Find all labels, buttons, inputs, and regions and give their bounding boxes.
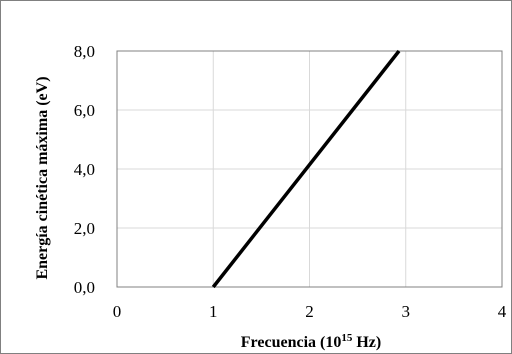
plot-area-frame	[116, 50, 503, 288]
x-tick-label: 0	[113, 302, 122, 321]
y-axis-title: Energía cinética máxima (eV)	[34, 76, 51, 279]
y-tick-labels: 0,0 2,0 4,0 6,0 8,0	[74, 42, 95, 297]
x-tick-label: 1	[209, 302, 218, 321]
y-tick-label: 2,0	[74, 219, 95, 238]
x-tick-label: 2	[305, 302, 314, 321]
x-axis-title: Frecuencia (1015 Hz)	[241, 332, 381, 351]
y-tick-label: 6,0	[74, 101, 95, 120]
y-tick-label: 0,0	[74, 278, 95, 297]
y-tick-label: 8,0	[74, 42, 95, 61]
x-tick-label: 3	[402, 302, 411, 321]
x-axis-title-end: Hz)	[352, 334, 381, 351]
series-line	[211, 49, 401, 289]
series-layer	[211, 49, 401, 289]
x-axis-title-superscript: 15	[341, 332, 353, 344]
x-tick-labels: 0 1 2 3 4	[113, 302, 507, 321]
y-tick-label: 4,0	[74, 160, 95, 179]
x-tick-label: 4	[498, 302, 507, 321]
grid	[116, 50, 503, 288]
